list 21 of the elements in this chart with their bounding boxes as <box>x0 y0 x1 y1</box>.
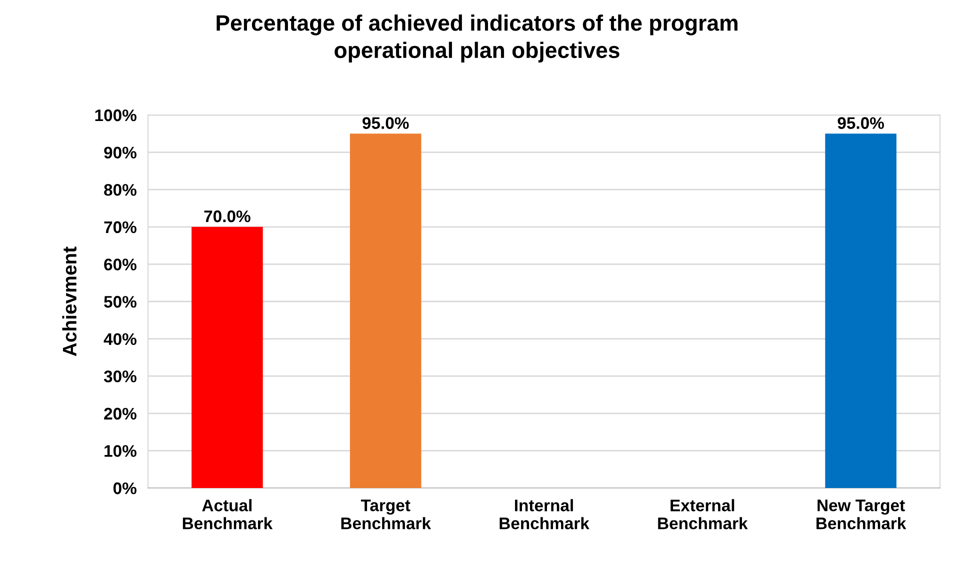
x-tick-label: Target Benchmark <box>341 500 432 530</box>
y-tick-label: 90% <box>104 146 136 159</box>
x-tick-label: New Target Benchmark <box>816 500 906 530</box>
y-tick-label: 0% <box>113 482 136 494</box>
x-tick-label: Internal Benchmark <box>500 499 590 530</box>
y-tick-label: 20% <box>104 408 136 420</box>
x-tick-label: Actual Benchmark <box>182 499 273 530</box>
y-tick-label: 80% <box>104 184 136 196</box>
y-tick-label: 50% <box>104 296 136 308</box>
y-axis-title: Achievment <box>62 246 77 356</box>
data-label: 70.0% <box>204 210 250 222</box>
x-tick-label: External Benchmark <box>658 499 748 530</box>
y-tick-label: 40% <box>104 333 136 346</box>
y-tick-label: 10% <box>104 445 136 457</box>
y-tick-label: 100% <box>95 109 136 122</box>
chart-title: Percentage of achieved indicators of the program operational plan objectives <box>216 14 738 62</box>
y-tick-label: 30% <box>104 370 136 382</box>
y-tick-label: 60% <box>104 258 136 270</box>
data-label: 95.0% <box>838 117 884 129</box>
y-tick-label: 70% <box>104 221 136 234</box>
data-label: 95.0% <box>362 117 409 129</box>
